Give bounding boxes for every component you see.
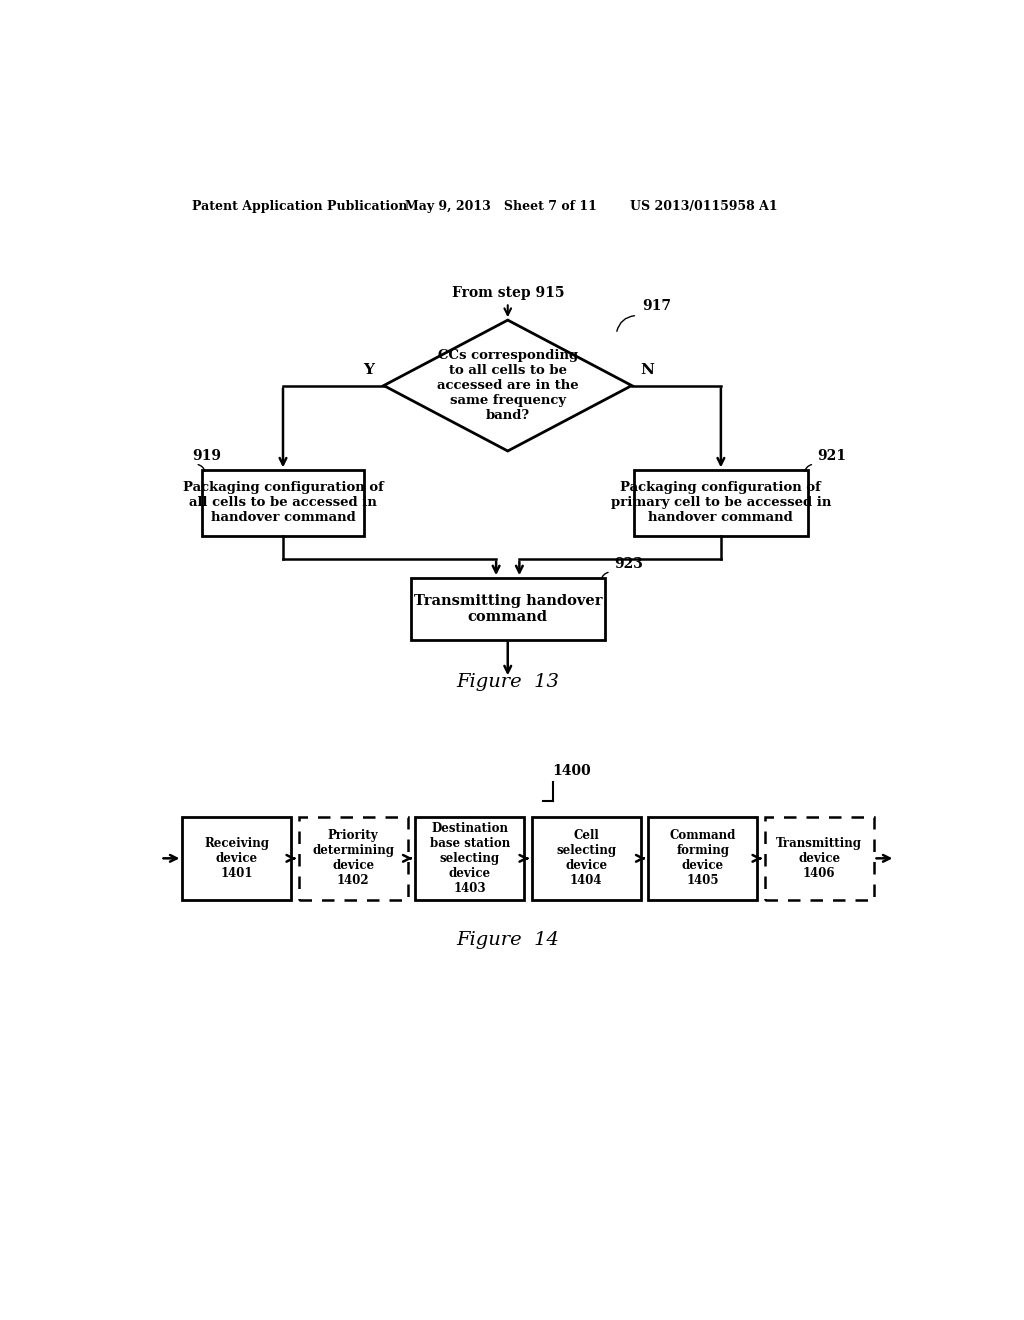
Text: US 2013/0115958 A1: US 2013/0115958 A1 (630, 199, 778, 213)
Bar (531, 817, 641, 900)
Text: Figure  13: Figure 13 (457, 673, 559, 690)
Text: Packaging configuration of
primary cell to be accessed in
handover command: Packaging configuration of primary cell … (610, 482, 831, 524)
Text: Y: Y (362, 363, 374, 378)
Text: Destination
base station
selecting
device
1403: Destination base station selecting devic… (429, 822, 510, 895)
Bar (299, 817, 408, 900)
Text: Command
forming
device
1405: Command forming device 1405 (670, 829, 736, 887)
Text: 923: 923 (614, 557, 643, 572)
Bar (765, 817, 873, 900)
Text: N: N (640, 363, 654, 378)
Bar (202, 470, 365, 536)
Text: Cell
selecting
device
1404: Cell selecting device 1404 (556, 829, 616, 887)
Text: 1400: 1400 (553, 763, 592, 777)
Text: Receiving
device
1401: Receiving device 1401 (204, 837, 269, 880)
Text: 921: 921 (817, 449, 847, 463)
Text: May 9, 2013   Sheet 7 of 11: May 9, 2013 Sheet 7 of 11 (406, 199, 597, 213)
Text: Priority
determining
device
1402: Priority determining device 1402 (312, 829, 394, 887)
Bar (182, 817, 291, 900)
Bar (411, 578, 604, 640)
Text: CCs corresponding
to all cells to be
accessed are in the
same frequency
band?: CCs corresponding to all cells to be acc… (437, 348, 579, 422)
Text: 917: 917 (643, 300, 672, 313)
Text: 919: 919 (193, 449, 221, 463)
Text: Transmitting handover
command: Transmitting handover command (414, 594, 602, 624)
Bar (648, 817, 757, 900)
Text: From step 915: From step 915 (452, 286, 564, 300)
Text: Transmitting
device
1406: Transmitting device 1406 (776, 837, 862, 880)
Text: Figure  14: Figure 14 (457, 931, 559, 949)
Bar (416, 817, 524, 900)
Text: Patent Application Publication: Patent Application Publication (191, 199, 408, 213)
Bar (634, 470, 808, 536)
Text: Packaging configuration of
all cells to be accessed in
handover command: Packaging configuration of all cells to … (182, 482, 383, 524)
